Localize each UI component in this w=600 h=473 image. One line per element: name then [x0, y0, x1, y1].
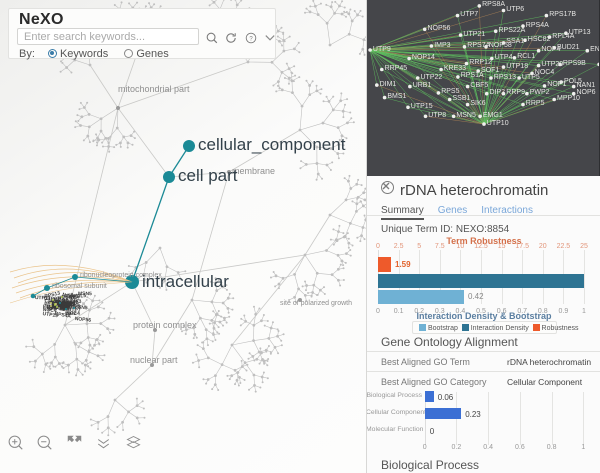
- svg-text:?: ?: [249, 36, 253, 42]
